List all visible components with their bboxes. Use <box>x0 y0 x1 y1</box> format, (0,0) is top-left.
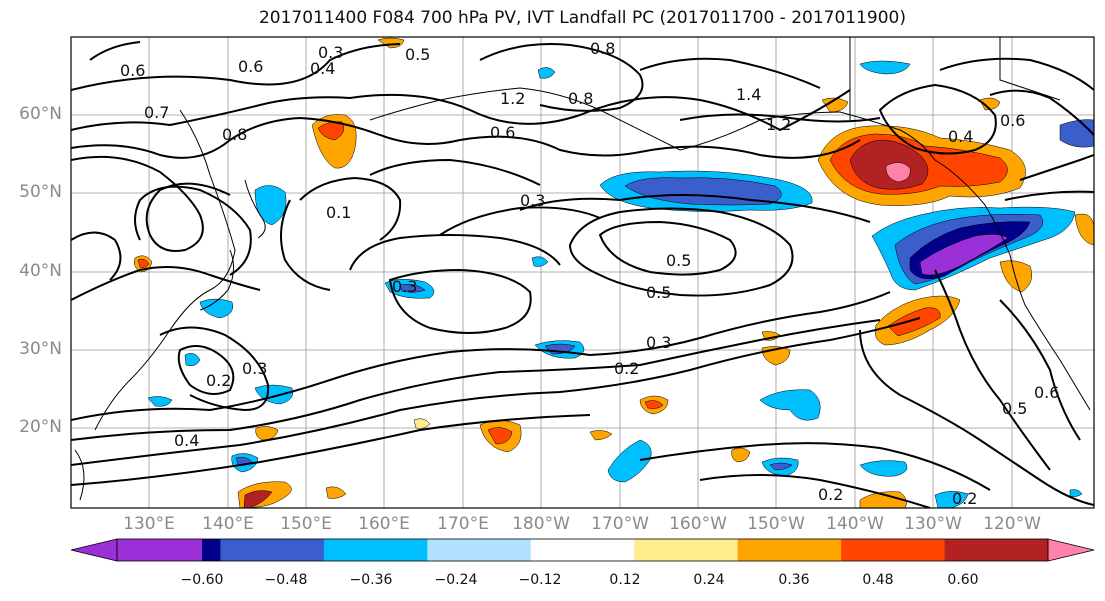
longitude-label: 120°W <box>983 514 1041 534</box>
contour-label: 1.2 <box>500 89 525 108</box>
contour-label: 0.5 <box>646 283 671 302</box>
colorbar-segment <box>117 539 202 561</box>
contour-label: 0.4 <box>948 127 973 146</box>
longitude-label: 130°E <box>123 514 175 534</box>
colorbar-outline <box>116 538 1049 562</box>
colorbar-segment <box>530 539 635 561</box>
longitude-label: 180°W <box>512 514 570 534</box>
longitude-label: 160°E <box>358 514 410 534</box>
contour-label: 0.1 <box>326 203 351 222</box>
contour-label: 1.2 <box>766 115 791 134</box>
longitude-label: 170°E <box>437 514 489 534</box>
contour-label: 0.3 <box>318 43 343 62</box>
plot-frame <box>70 36 1095 509</box>
contour-label: 0.6 <box>120 61 145 80</box>
contour-label: 0.5 <box>1002 399 1027 418</box>
contour-label: 0.2 <box>818 485 843 504</box>
contour-label: 0.6 <box>1000 111 1025 130</box>
contour-label: 0.3 <box>392 277 417 296</box>
colorbar-segment <box>944 539 1049 561</box>
colorbar-segment <box>841 539 946 561</box>
colorbar-tick-label: 0.48 <box>862 572 894 588</box>
longitude-label: 140°W <box>826 514 884 534</box>
colorbar-tick-label: 0.24 <box>693 572 725 588</box>
contour-label: 0.3 <box>646 333 671 352</box>
longitude-label: 140°E <box>202 514 254 534</box>
colorbar-tick-label: −0.60 <box>180 572 224 588</box>
colorbar-tick-label: −0.36 <box>349 572 393 588</box>
contour-label: 0.2 <box>614 359 639 378</box>
contour-label: 1.4 <box>736 85 761 104</box>
colorbar-tick-label: −0.24 <box>434 572 478 588</box>
colorbar-segment <box>737 539 842 561</box>
contour-label: 0.3 <box>242 359 267 378</box>
colorbar-extend-high <box>1047 538 1095 562</box>
colorbar-segment <box>634 539 739 561</box>
longitude-label: 130°W <box>904 514 962 534</box>
contour-label: 0.8 <box>222 125 247 144</box>
colorbar-segment <box>323 539 428 561</box>
pv-contours <box>71 41 1094 508</box>
colorbar-tick-label: 0.60 <box>947 572 979 588</box>
longitude-label: 160°W <box>669 514 727 534</box>
contour-label: 0.4 <box>310 59 335 78</box>
contour-label: 0.3 <box>520 191 545 210</box>
colorbar-tick-label: −0.48 <box>264 572 308 588</box>
contour-label: 0.8 <box>568 89 593 108</box>
latitude-label: 50°N <box>19 182 62 202</box>
colorbar-segment <box>427 539 532 561</box>
contour-label: 0.2 <box>206 371 231 390</box>
latitude-label: 20°N <box>19 417 62 437</box>
latitude-label: 40°N <box>19 261 62 281</box>
contour-label-layer: 0.3 0.6 0.4 0.6 0.5 0.8 1.2 1.4 0.8 0.6 … <box>120 39 1059 508</box>
longitude-label: 150°W <box>747 514 805 534</box>
contour-label: 0.6 <box>238 57 263 76</box>
colorbar-tick-label: 0.12 <box>609 572 641 588</box>
map-title: 2017011400 F084 700 hPa PV, IVT Landfall… <box>258 8 906 28</box>
contour-label: 0.8 <box>590 39 615 58</box>
longitude-label: 150°E <box>280 514 332 534</box>
latitude-label: 60°N <box>19 104 62 124</box>
contour-label: 0.7 <box>144 103 169 122</box>
contour-label: 0.4 <box>174 431 199 450</box>
contour-label: 0.6 <box>490 123 515 142</box>
colorbar-tick-label: −0.12 <box>518 572 562 588</box>
colorbar-segment <box>220 539 325 561</box>
colorbar-tick-label: 0.36 <box>778 572 810 588</box>
contour-label: 0.5 <box>405 45 430 64</box>
contour-label: 0.2 <box>952 489 977 508</box>
colorbar-extend-low <box>70 538 118 562</box>
colorbar <box>70 538 1095 562</box>
contour-label: 0.6 <box>1034 383 1059 402</box>
contour-label: 0.5 <box>666 251 691 270</box>
latitude-label: 30°N <box>19 339 62 359</box>
longitude-label: 170°W <box>591 514 649 534</box>
